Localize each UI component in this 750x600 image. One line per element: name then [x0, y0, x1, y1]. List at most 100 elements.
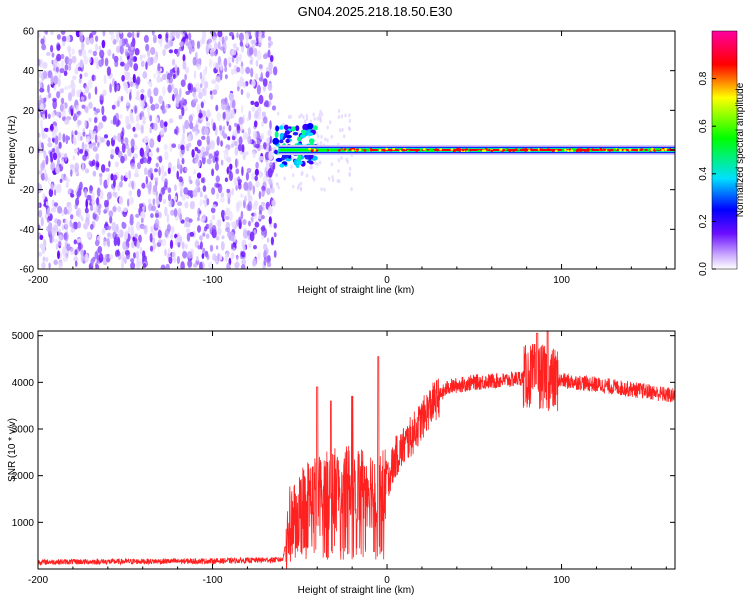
- heatmap-cell: [219, 254, 223, 261]
- heatmap-cell: [296, 136, 302, 142]
- heatmap-cell: [128, 190, 133, 197]
- heatmap-cell: [149, 96, 153, 104]
- heatmap-cell: [193, 70, 197, 80]
- heatmap-cell: [116, 236, 121, 247]
- heatmap-cell: [38, 209, 43, 218]
- heatmap-cell: [51, 52, 55, 58]
- signal-cell: [608, 149, 612, 152]
- heatmap-cell: [184, 66, 190, 74]
- heatmap-cell: [49, 184, 55, 190]
- heatmap-cell: [235, 55, 239, 65]
- heatmap-cell: [57, 219, 62, 227]
- heatmap-cell: [76, 209, 80, 217]
- heatmap-cell: [70, 108, 74, 117]
- heatmap-cell: [167, 187, 172, 194]
- heatmap-cell: [316, 162, 319, 167]
- heatmap-cell: [130, 225, 134, 231]
- heatmap-cell: [242, 229, 248, 239]
- heatmap-cell: [227, 56, 232, 65]
- signal-cell: [613, 148, 616, 151]
- heatmap-cell: [39, 82, 42, 88]
- heatmap-cell: [212, 89, 218, 95]
- heatmap-cell: [273, 66, 278, 76]
- heatmap-cell: [276, 182, 279, 186]
- heatmap-cell: [252, 130, 257, 140]
- x-tick-label: -100: [203, 575, 223, 586]
- heatmap-cell: [64, 64, 69, 71]
- heatmap-cell: [62, 133, 66, 143]
- heatmap-cell: [124, 63, 130, 72]
- heatmap-cell: [51, 148, 55, 153]
- heatmap-cell: [269, 55, 274, 63]
- heatmap-cell: [94, 239, 100, 247]
- heatmap-cell: [156, 199, 160, 205]
- heatmap-cell: [317, 134, 320, 139]
- heatmap-cell: [240, 66, 245, 75]
- heatmap-cell: [238, 182, 242, 190]
- heatmap-cell: [120, 95, 124, 102]
- heatmap-cell: [222, 125, 226, 131]
- heatmap-cell: [134, 56, 138, 62]
- heatmap-cell: [350, 187, 353, 192]
- heatmap-cell: [305, 116, 309, 121]
- heatmap-cell: [199, 241, 203, 250]
- heatmap-cell: [98, 45, 102, 51]
- heatmap-cell: [306, 123, 314, 130]
- heatmap-cell: [82, 131, 86, 137]
- heatmap-cell: [134, 167, 139, 175]
- colorbar-tick-label: 0.4: [698, 166, 709, 180]
- heatmap-cell: [43, 127, 49, 132]
- heatmap-cell: [128, 170, 132, 180]
- heatmap-cell: [181, 106, 185, 117]
- heatmap-cell: [269, 135, 273, 144]
- heatmap-cell: [128, 196, 134, 206]
- heatmap-cell: [40, 217, 44, 227]
- heatmap-cell: [114, 161, 120, 168]
- heatmap-cell: [193, 169, 197, 175]
- heatmap-cell: [261, 201, 266, 207]
- heatmap-cell: [174, 184, 177, 192]
- heatmap-cell: [70, 193, 75, 198]
- heatmap-cell: [235, 47, 239, 52]
- heatmap-cell: [125, 100, 130, 106]
- heatmap-cell: [120, 135, 124, 145]
- heatmap-cell: [155, 213, 159, 218]
- heatmap-cell: [173, 48, 178, 55]
- heatmap-cell: [122, 257, 126, 263]
- heatmap-cell: [69, 247, 75, 256]
- heatmap-cell: [204, 127, 209, 136]
- heatmap-cell: [129, 110, 133, 120]
- heatmap-cell: [96, 187, 101, 197]
- y-tick-label: 2000: [12, 471, 35, 482]
- heatmap-cell: [250, 216, 254, 222]
- heatmap-cell: [101, 115, 107, 122]
- heatmap-cell: [144, 167, 148, 176]
- heatmap-cell: [165, 33, 169, 43]
- heatmap-cell: [149, 138, 155, 149]
- signal-cell: [343, 148, 347, 151]
- heatmap-cell: [99, 190, 104, 200]
- heatmap-cell: [232, 48, 237, 56]
- heatmap-cell: [232, 221, 237, 230]
- heatmap-cell: [266, 261, 272, 268]
- heatmap-cell: [302, 115, 305, 120]
- heatmap-cell: [135, 221, 141, 231]
- heatmap-cell: [71, 55, 77, 64]
- heatmap-cell: [208, 58, 213, 68]
- heatmap-cell: [189, 121, 194, 130]
- heatmap-cell: [238, 216, 242, 224]
- heatmap-cell: [161, 173, 165, 183]
- heatmap-cell: [223, 152, 229, 161]
- heatmap-cell: [101, 105, 105, 116]
- heatmap-cell: [268, 100, 272, 106]
- heatmap-cell: [236, 66, 241, 73]
- heatmap-cell: [348, 166, 352, 171]
- heatmap-cell: [165, 263, 170, 269]
- heatmap-cell: [150, 225, 153, 231]
- heatmap-cell: [205, 146, 209, 155]
- heatmap-cell: [197, 225, 201, 233]
- heatmap-cell: [56, 34, 61, 40]
- heatmap-cell: [158, 193, 163, 203]
- heatmap-cell: [252, 39, 257, 44]
- signal-cell: [340, 149, 344, 152]
